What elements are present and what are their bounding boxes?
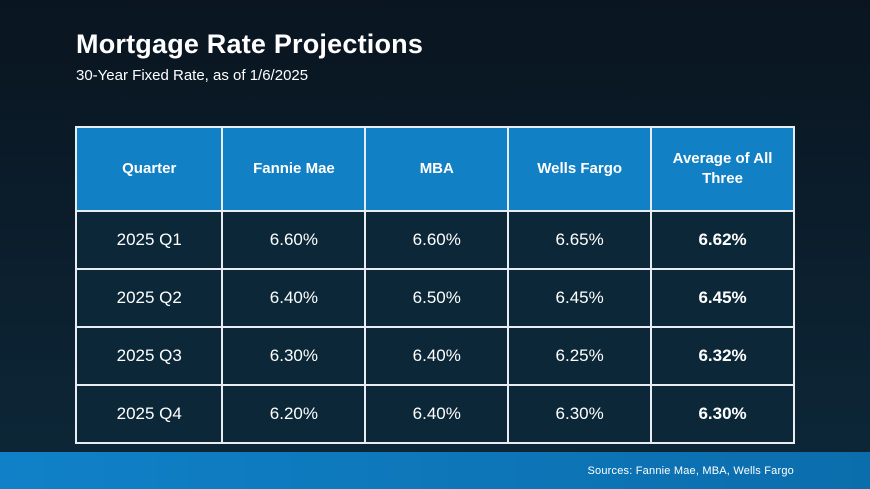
table-row: 2025 Q4 6.20% 6.40% 6.30% 6.30% <box>74 384 795 444</box>
cell-quarter: 2025 Q2 <box>74 268 224 328</box>
column-header-wells-fargo: Wells Fargo <box>507 126 653 212</box>
cell-wells-fargo: 6.65% <box>507 210 653 270</box>
footer-bar: Sources: Fannie Mae, MBA, Wells Fargo <box>0 452 870 489</box>
table-header-row: Quarter Fannie Mae MBA Wells Fargo Avera… <box>74 126 795 212</box>
table-row: 2025 Q2 6.40% 6.50% 6.45% 6.45% <box>74 268 795 328</box>
cell-mba: 6.40% <box>364 326 510 386</box>
table-row: 2025 Q3 6.30% 6.40% 6.25% 6.32% <box>74 326 795 386</box>
cell-fannie-mae: 6.60% <box>221 210 367 270</box>
sources-note: Sources: Fannie Mae, MBA, Wells Fargo <box>587 464 794 477</box>
cell-mba: 6.60% <box>364 210 510 270</box>
column-header-mba: MBA <box>364 126 510 212</box>
cell-mba: 6.50% <box>364 268 510 328</box>
column-header-quarter: Quarter <box>74 126 224 212</box>
cell-wells-fargo: 6.45% <box>507 268 653 328</box>
column-header-fannie-mae: Fannie Mae <box>221 126 367 212</box>
subtitle: 30-Year Fixed Rate, as of 1/6/2025 <box>76 67 309 84</box>
cell-fannie-mae: 6.40% <box>221 268 367 328</box>
cell-wells-fargo: 6.30% <box>507 384 653 444</box>
table-row: 2025 Q1 6.60% 6.60% 6.65% 6.62% <box>74 210 795 270</box>
column-header-average: Average of All Three <box>650 126 795 212</box>
mortgage-rate-projections-table: Quarter Fannie Mae MBA Wells Fargo Avera… <box>74 126 795 444</box>
cell-average: 6.30% <box>650 384 795 444</box>
cell-average: 6.32% <box>650 326 795 386</box>
cell-wells-fargo: 6.25% <box>507 326 653 386</box>
cell-mba: 6.40% <box>364 384 510 444</box>
cell-quarter: 2025 Q1 <box>74 210 224 270</box>
cell-quarter: 2025 Q4 <box>74 384 224 444</box>
cell-quarter: 2025 Q3 <box>74 326 224 386</box>
page-title: Mortgage Rate Projections <box>76 29 424 59</box>
cell-average: 6.45% <box>650 268 795 328</box>
cell-average: 6.62% <box>650 210 795 270</box>
cell-fannie-mae: 6.20% <box>221 384 367 444</box>
cell-fannie-mae: 6.30% <box>221 326 367 386</box>
